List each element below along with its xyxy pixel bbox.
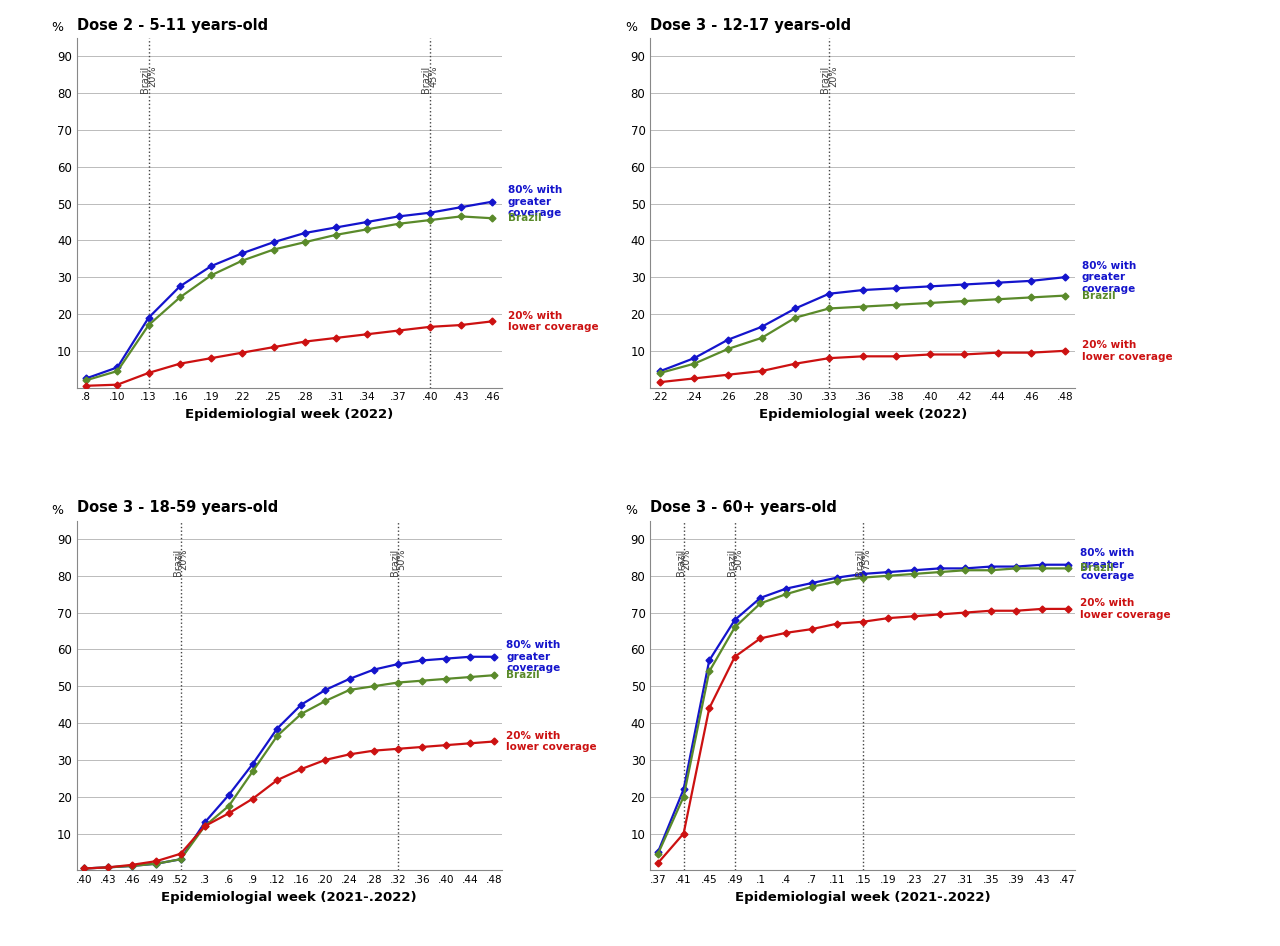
- Text: Brazil: Brazil: [390, 549, 399, 576]
- Text: 80% with
greater
coverage: 80% with greater coverage: [1082, 260, 1137, 294]
- Text: Brazil: Brazil: [820, 66, 829, 93]
- Text: Dose 3 - 12-17 years-old: Dose 3 - 12-17 years-old: [650, 18, 851, 32]
- Text: Brazil: Brazil: [140, 66, 150, 93]
- Text: 80% with
greater
coverage: 80% with greater coverage: [1080, 548, 1134, 582]
- X-axis label: Epidemiologial week (2021-.2022): Epidemiologial week (2021-.2022): [161, 891, 417, 903]
- Text: 20%: 20%: [828, 66, 838, 87]
- Text: Brazil: Brazil: [1080, 564, 1114, 573]
- X-axis label: Epidemiologial week (2022): Epidemiologial week (2022): [759, 408, 966, 421]
- Text: Dose 3 - 60+ years-old: Dose 3 - 60+ years-old: [650, 500, 837, 516]
- Text: 20%: 20%: [147, 66, 157, 87]
- Text: Brazil: Brazil: [676, 549, 686, 576]
- Text: Dose 2 - 5-11 years-old: Dose 2 - 5-11 years-old: [77, 18, 268, 32]
- Text: Brazil: Brazil: [507, 670, 540, 680]
- Text: Dose 3 - 18-59 years-old: Dose 3 - 18-59 years-old: [77, 500, 278, 516]
- Text: 20% with
lower coverage: 20% with lower coverage: [508, 310, 599, 332]
- Text: 45%: 45%: [429, 66, 439, 87]
- Text: Brazil: Brazil: [727, 549, 737, 576]
- Text: Brazil: Brazil: [1082, 290, 1116, 301]
- Text: %: %: [625, 22, 637, 34]
- Text: 80% with
greater
coverage: 80% with greater coverage: [507, 640, 561, 674]
- Text: %: %: [51, 22, 63, 34]
- Text: Brazil: Brazil: [421, 66, 431, 93]
- Text: %: %: [625, 504, 637, 517]
- Text: 80% with
greater
coverage: 80% with greater coverage: [508, 185, 562, 219]
- X-axis label: Epidemiologial week (2022): Epidemiologial week (2022): [186, 408, 393, 421]
- Text: 20% with
lower coverage: 20% with lower coverage: [1080, 598, 1171, 620]
- Text: Brazil: Brazil: [855, 549, 865, 576]
- X-axis label: Epidemiologial week (2021-.2022): Epidemiologial week (2021-.2022): [735, 891, 991, 903]
- Text: 75%: 75%: [861, 549, 870, 570]
- Text: Brazil: Brazil: [508, 213, 541, 223]
- Text: 50%: 50%: [396, 549, 406, 570]
- Text: %: %: [51, 504, 63, 517]
- Text: 20% with
lower coverage: 20% with lower coverage: [1082, 340, 1172, 361]
- Text: 20%: 20%: [682, 549, 691, 570]
- Text: 20% with
lower coverage: 20% with lower coverage: [507, 730, 596, 752]
- Text: Brazil: Brazil: [173, 549, 183, 576]
- Text: 20%: 20%: [178, 549, 188, 570]
- Text: 50%: 50%: [733, 549, 742, 570]
